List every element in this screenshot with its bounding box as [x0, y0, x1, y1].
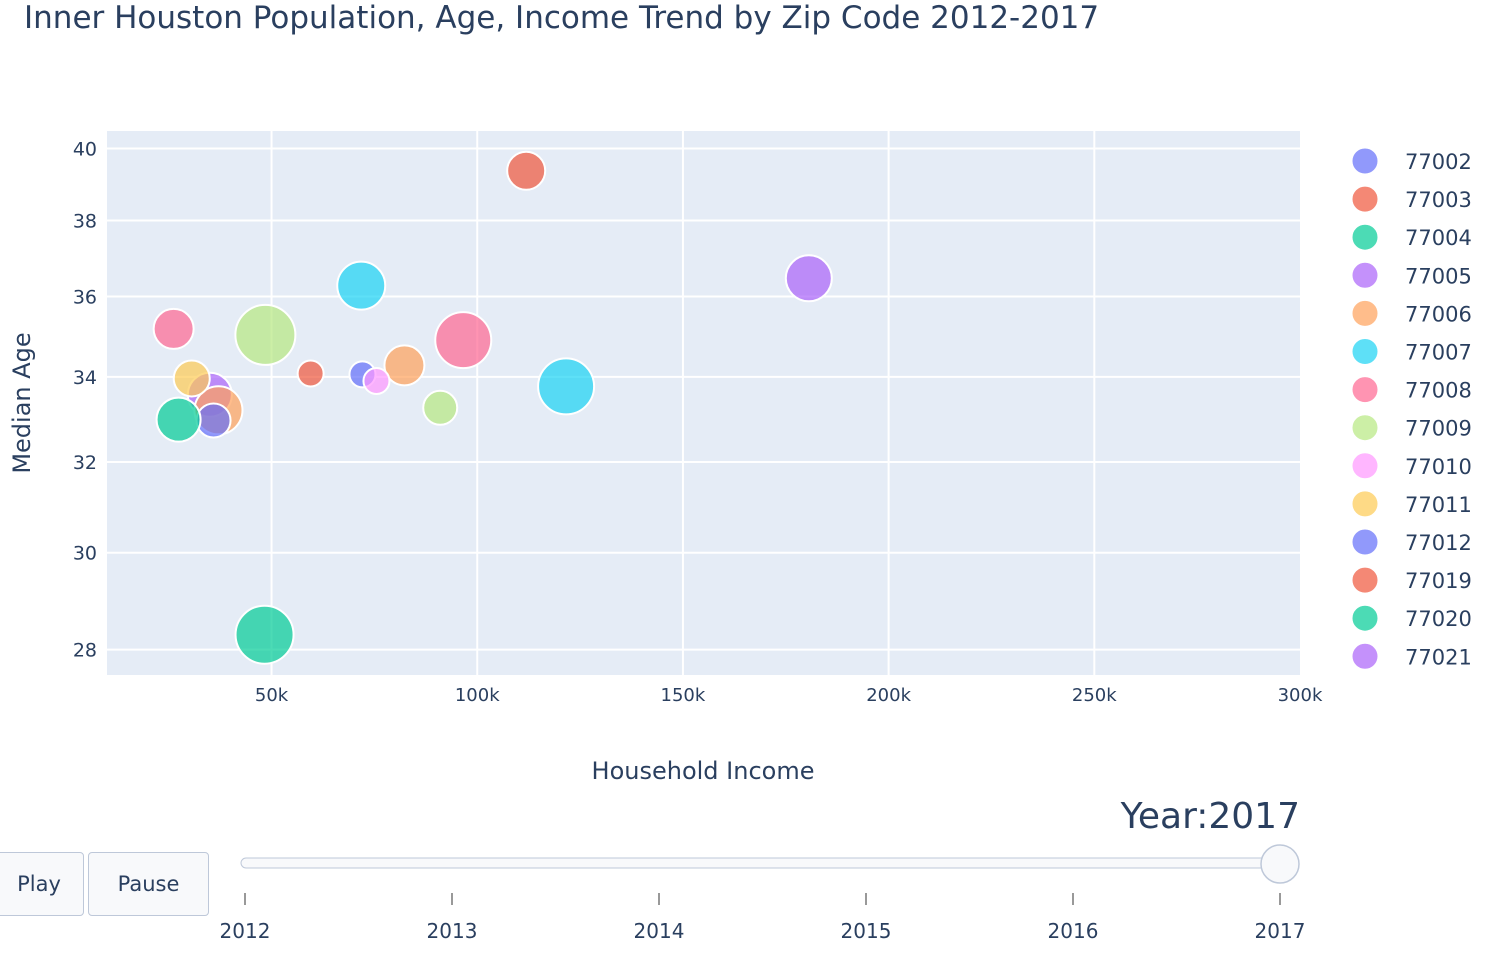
legend-label: 77007: [1405, 341, 1472, 365]
bubble-77012[interactable]: [195, 402, 232, 439]
legend-label: 77010: [1405, 455, 1472, 479]
y-tick-label: 40: [73, 138, 97, 160]
legend-item-77007[interactable]: 77007: [1351, 338, 1472, 365]
play-button[interactable]: Play: [0, 852, 84, 916]
bubble-77008[interactable]: [434, 311, 493, 370]
legend-marker: [1351, 452, 1379, 480]
legend-item-77012[interactable]: 77012: [1351, 528, 1472, 556]
legend-item-77005[interactable]: 77005: [1351, 261, 1472, 289]
bubble-77006[interactable]: [383, 344, 426, 387]
x-tick-label: 200k: [866, 685, 911, 706]
legend-marker: [1351, 147, 1379, 175]
plot-background: [107, 131, 1300, 675]
y-tick-label: 30: [73, 543, 97, 565]
y-tick-label: 32: [73, 452, 97, 474]
legend-label: 77004: [1405, 226, 1472, 250]
legend-marker: [1351, 604, 1379, 632]
year-slider[interactable]: 2012 2013 2014 2015 2016 2017: [220, 844, 1306, 943]
bubble-77004[interactable]: [234, 604, 295, 665]
bubble-77009[interactable]: [422, 389, 459, 426]
y-axis-label: Median Age: [8, 332, 36, 473]
legend-label: 77008: [1405, 379, 1472, 403]
legend-label: 77020: [1405, 607, 1472, 631]
legend-label: 77005: [1405, 264, 1472, 288]
bubble-77011[interactable]: [172, 359, 211, 398]
x-tick-label: 50k: [255, 685, 289, 706]
legend-marker: [1351, 338, 1379, 365]
legend-marker: [1351, 490, 1379, 518]
slider-current-value: Year:2017: [1120, 796, 1300, 837]
legend-item-77009[interactable]: 77009: [1351, 414, 1472, 442]
bubble-77020[interactable]: [155, 396, 202, 443]
legend-marker: [1351, 185, 1379, 213]
legend-item-77020[interactable]: 77020: [1351, 604, 1472, 632]
legend-marker: [1351, 299, 1379, 327]
slider-step-label[interactable]: 2012: [220, 919, 271, 943]
slider-step-label[interactable]: 2013: [427, 919, 478, 943]
legend-label: 77021: [1405, 645, 1472, 669]
slider-handle[interactable]: [1260, 844, 1300, 884]
legend-label: 77003: [1405, 188, 1472, 212]
bubble-77008[interactable]: [152, 307, 195, 350]
legend-label: 77012: [1405, 531, 1472, 555]
bubble-77021[interactable]: [784, 254, 833, 303]
legend-item-77004[interactable]: 77004: [1351, 223, 1472, 251]
x-tick-label: 150k: [661, 685, 706, 706]
y-tick-label: 34: [73, 367, 97, 389]
x-axis-label: Household Income: [592, 757, 815, 785]
legend-item-77008[interactable]: 77008: [1351, 376, 1472, 404]
slider-step-label[interactable]: 2016: [1048, 919, 1099, 943]
legend-item-77021[interactable]: 77021: [1351, 642, 1472, 670]
legend-item-77003[interactable]: 77003: [1351, 185, 1472, 213]
legend-marker: [1351, 223, 1379, 251]
bubble-77007[interactable]: [336, 260, 387, 311]
legend-marker: [1351, 642, 1379, 670]
legend-marker: [1351, 261, 1379, 289]
legend-marker: [1351, 414, 1379, 442]
slider-track[interactable]: [240, 857, 1286, 869]
legend-label: 77011: [1405, 493, 1472, 517]
legend-label: 77006: [1405, 302, 1472, 326]
bubble-77019[interactable]: [296, 359, 325, 388]
y-tick-label: 36: [73, 287, 97, 309]
legend-item-77006[interactable]: 77006: [1351, 299, 1472, 327]
slider-step-label[interactable]: 2017: [1255, 919, 1306, 943]
slider-step-label[interactable]: 2015: [841, 919, 892, 943]
bubble-77009[interactable]: [234, 303, 297, 366]
bubble-77003[interactable]: [506, 150, 547, 191]
bubble-77007[interactable]: [537, 357, 596, 416]
legend-item-77002[interactable]: 77002: [1351, 147, 1472, 175]
y-tick-label: 28: [73, 640, 97, 662]
pause-button[interactable]: Pause: [88, 852, 209, 916]
y-tick-label: 38: [73, 211, 97, 233]
legend-item-77019[interactable]: 77019: [1351, 566, 1472, 594]
bubble-77010[interactable]: [362, 366, 391, 395]
x-tick-label: 100k: [455, 685, 500, 706]
x-tick-label: 250k: [1072, 685, 1117, 706]
legend-label: 77009: [1405, 417, 1472, 441]
slider-step-label[interactable]: 2014: [634, 919, 685, 943]
legend-item-77011[interactable]: 77011: [1351, 490, 1472, 518]
legend-label: 77019: [1405, 569, 1472, 593]
legend-item-77010[interactable]: 77010: [1351, 452, 1472, 480]
x-tick-label: 300k: [1278, 685, 1323, 706]
legend-label: 77002: [1405, 150, 1472, 174]
legend-marker: [1351, 376, 1379, 404]
legend-marker: [1351, 566, 1379, 594]
legend-marker: [1351, 528, 1379, 556]
chart-title: Inner Houston Population, Age, Income Tr…: [24, 0, 1100, 36]
